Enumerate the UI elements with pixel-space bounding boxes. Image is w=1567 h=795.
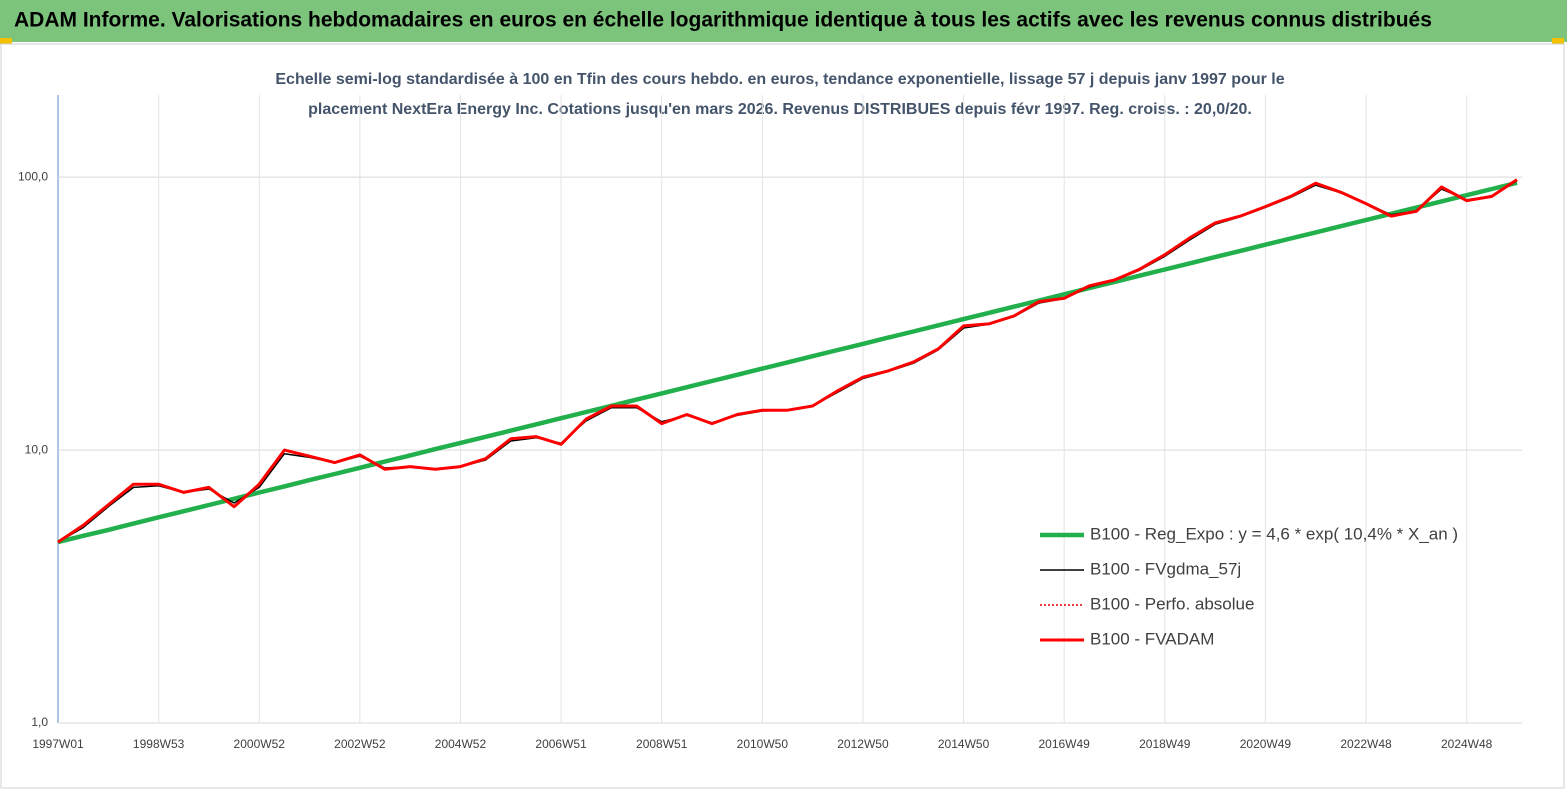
- x-tick-label: 2004W52: [435, 737, 487, 751]
- legend-label: B100 - FVADAM: [1090, 629, 1214, 648]
- header-title: ADAM Informe. Valorisations hebdomadaire…: [14, 9, 1432, 32]
- legend-label: B100 - Perfo. absolue: [1090, 594, 1254, 613]
- x-tick-label: 2000W52: [234, 737, 286, 751]
- x-tick-label: 2010W50: [737, 737, 789, 751]
- x-tick-label: 2006W51: [535, 737, 587, 751]
- x-tick-label: 2008W51: [636, 737, 688, 751]
- x-tick-label: 2018W49: [1139, 737, 1191, 751]
- series-line: [57, 180, 1518, 545]
- legend-label: B100 - FVgdma_57j: [1090, 559, 1241, 578]
- x-tick-label: 2024W48: [1441, 737, 1493, 751]
- y-tick-label: 1,0: [31, 715, 48, 729]
- corner-mark: [1552, 38, 1564, 44]
- chart-subtitle: placement NextEra Energy Inc. Cotations …: [308, 101, 1252, 118]
- chart-frame: [0, 43, 1565, 789]
- y-tick-label: 10,0: [25, 442, 49, 456]
- x-tick-label: 2002W52: [334, 737, 386, 751]
- x-tick-label: 2012W50: [837, 737, 889, 751]
- corner-mark: [0, 38, 12, 44]
- x-tick-label: 2016W49: [1038, 737, 1090, 751]
- series-line: [57, 178, 1518, 544]
- y-tick-label: 100,0: [18, 169, 48, 183]
- header-bar: [0, 0, 1567, 42]
- x-tick-label: 1997W01: [32, 737, 84, 751]
- legend-label: B100 - Reg_Expo : y = 4,6 * exp( 10,4% *…: [1090, 524, 1458, 543]
- x-tick-label: 2022W48: [1340, 737, 1392, 751]
- x-tick-label: 2014W50: [938, 737, 990, 751]
- x-tick-label: 1998W53: [133, 737, 185, 751]
- chart-title: Echelle semi-log standardisée à 100 en T…: [275, 71, 1284, 88]
- x-tick-label: 2020W49: [1240, 737, 1292, 751]
